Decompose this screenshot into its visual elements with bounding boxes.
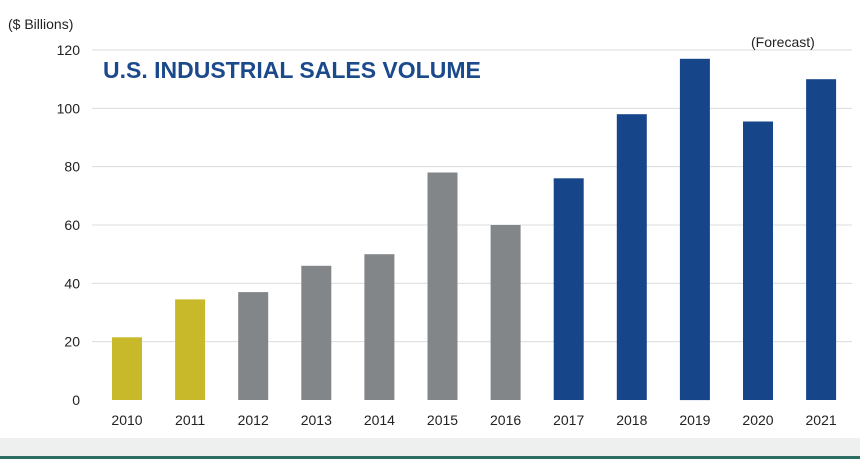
x-tick-label-2019: 2019 xyxy=(679,412,710,428)
bar-2021 xyxy=(806,79,837,400)
x-tick-label-2012: 2012 xyxy=(238,412,269,428)
bar-2011 xyxy=(175,299,206,400)
bar-2018 xyxy=(616,114,647,400)
y-tick-label: 40 xyxy=(64,275,80,291)
bars xyxy=(112,58,837,401)
y-tick-label: 100 xyxy=(57,100,81,116)
x-tick-label-2011: 2011 xyxy=(175,412,205,428)
x-tick-label-2020: 2020 xyxy=(742,412,773,428)
y-axis-tick-labels: 0 20 40 60 80 100 120 xyxy=(57,42,81,408)
forecast-annotation: (Forecast) xyxy=(751,34,815,50)
x-tick-label-2013: 2013 xyxy=(301,412,332,428)
y-tick-label: 60 xyxy=(64,217,80,233)
chart-panel: 0 20 40 60 80 100 120 2010 2011 2012 2013 2014 2015… xyxy=(0,0,860,438)
bar-2015 xyxy=(427,172,458,400)
bar-2014 xyxy=(364,254,395,400)
x-axis-tick-labels: 2010 2011 2012 2013 2014 2015 2016 2017 2018 2019… xyxy=(111,412,836,428)
x-tick-label-2015: 2015 xyxy=(427,412,458,428)
x-tick-label-2021: 2021 xyxy=(806,412,837,428)
bar-2020 xyxy=(743,121,773,400)
x-tick-label-2010: 2010 xyxy=(111,412,142,428)
bar-2010 xyxy=(112,337,142,400)
bar-2017 xyxy=(553,178,584,400)
x-tick-label-2017: 2017 xyxy=(553,412,584,428)
y-tick-label: 80 xyxy=(64,159,80,175)
bar-2016 xyxy=(490,225,521,400)
bar-2012 xyxy=(238,292,269,400)
gridlines xyxy=(92,49,852,343)
y-tick-label: 20 xyxy=(64,334,80,350)
footer-rule xyxy=(0,456,860,459)
sales-volume-bar-chart: 0 20 40 60 80 100 120 2010 2011 2012 2013 2014 2015… xyxy=(8,16,852,428)
footer-band xyxy=(0,438,860,459)
y-tick-label: 0 xyxy=(72,392,80,408)
y-axis-label: ($ Billions) xyxy=(8,16,73,32)
x-tick-label-2014: 2014 xyxy=(364,412,395,428)
y-tick-label: 120 xyxy=(57,42,81,58)
chart-title: U.S. INDUSTRIAL SALES VOLUME xyxy=(103,57,481,83)
x-tick-label-2016: 2016 xyxy=(490,412,521,428)
bar-2019 xyxy=(679,58,710,401)
bar-2013 xyxy=(301,265,332,400)
x-tick-label-2018: 2018 xyxy=(616,412,647,428)
